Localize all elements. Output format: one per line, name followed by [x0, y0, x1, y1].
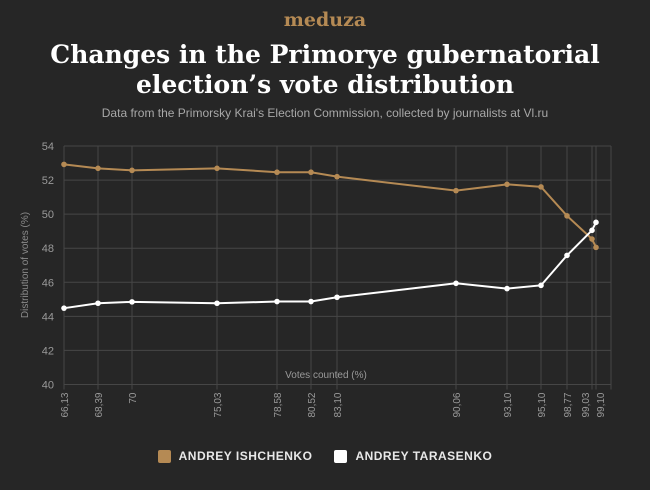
y-tick-label: 52 — [42, 175, 54, 187]
data-point[interactable] — [95, 165, 101, 172]
series-andrey-tarasenko — [61, 219, 599, 311]
series-line — [63, 163, 597, 248]
y-axis-label: Distribution of votes (%) — [20, 212, 31, 318]
y-tick-label: 40 — [42, 380, 54, 392]
y-tick-label: 46 — [42, 277, 54, 289]
y-tick-label: 54 — [42, 141, 54, 153]
x-tick-label: 70 — [128, 392, 139, 404]
data-point[interactable] — [129, 167, 135, 174]
x-axis-ticks: 66,13 68,39 70 75,03 78,58 80,52 83,10 90,06 93,… — [60, 392, 607, 417]
chart-subtitle: Data from the Primorsky Krai's Election … — [101, 106, 549, 120]
line-chart: 40 42 44 46 48 50 52 54 66,13 68,39 70 75,03 78,58 8… — [20, 141, 612, 418]
x-tick-label: 78,58 — [273, 392, 284, 417]
data-point[interactable] — [274, 169, 280, 176]
grid — [63, 145, 612, 390]
data-point[interactable] — [504, 181, 510, 188]
y-tick-label: 50 — [42, 209, 54, 221]
legend-swatch — [157, 449, 171, 463]
data-point[interactable] — [589, 227, 595, 234]
legend-item-tarasenko[interactable]: ANDREY TARASENKO — [334, 449, 492, 463]
y-tick-label: 48 — [42, 243, 54, 255]
x-tick-label: 93,10 — [503, 392, 514, 417]
data-point[interactable] — [129, 299, 135, 305]
y-axis-ticks: 40 42 44 46 48 50 52 54 — [42, 141, 54, 392]
x-axis-label: Votes counted (%) — [285, 370, 367, 381]
legend-swatch — [334, 449, 348, 463]
data-point[interactable] — [334, 294, 340, 301]
legend-label: ANDREY TARASENKO — [355, 449, 493, 463]
series-andrey-ishchenko — [61, 161, 599, 251]
data-point[interactable] — [214, 300, 220, 307]
y-tick-label: 44 — [42, 311, 54, 323]
x-tick-label: 75,03 — [213, 392, 224, 417]
x-tick-label: 83,10 — [333, 392, 344, 417]
x-tick-label: 66,13 — [60, 392, 71, 417]
meduza-logo: meduza — [283, 9, 367, 31]
x-tick-label: 98,77 — [563, 392, 574, 417]
legend-item-ishchenko[interactable]: ANDREY ISHCHENKO — [157, 449, 313, 463]
data-point[interactable] — [214, 165, 220, 172]
data-point[interactable] — [334, 173, 340, 180]
data-point[interactable] — [95, 300, 101, 307]
data-point[interactable] — [453, 187, 459, 194]
x-tick-label: 99,03 — [581, 392, 592, 417]
data-point[interactable] — [564, 252, 570, 259]
legend: ANDREY ISHCHENKO ANDREY TARASENKO — [0, 449, 650, 463]
x-tick-label: 68,39 — [94, 392, 105, 417]
data-point[interactable] — [453, 280, 459, 287]
y-tick-label: 42 — [42, 345, 54, 357]
data-point[interactable] — [504, 285, 510, 292]
data-point[interactable] — [589, 236, 595, 242]
data-point[interactable] — [61, 161, 67, 168]
data-point[interactable] — [593, 219, 599, 226]
data-point[interactable] — [274, 298, 280, 305]
data-point[interactable] — [538, 282, 544, 289]
title-line-2: election’s vote distribution — [135, 70, 515, 99]
chart-title: Changes in the Primorye gubernatorial el… — [0, 40, 650, 100]
series-lines — [61, 161, 599, 311]
data-point[interactable] — [308, 169, 314, 176]
x-tick-label: 95,10 — [537, 392, 548, 417]
legend-label: ANDREY ISHCHENKO — [178, 449, 313, 463]
x-tick-label: 90,06 — [452, 392, 463, 417]
series-line — [63, 221, 597, 310]
x-tick-label: 99,10 — [596, 392, 607, 417]
data-point[interactable] — [564, 213, 570, 219]
data-point[interactable] — [61, 305, 67, 311]
data-point[interactable] — [593, 244, 599, 251]
title-line-1: Changes in the Primorye gubernatorial — [50, 40, 600, 69]
x-tick-label: 80,52 — [307, 392, 318, 417]
data-point[interactable] — [308, 298, 314, 305]
data-point[interactable] — [538, 184, 544, 190]
